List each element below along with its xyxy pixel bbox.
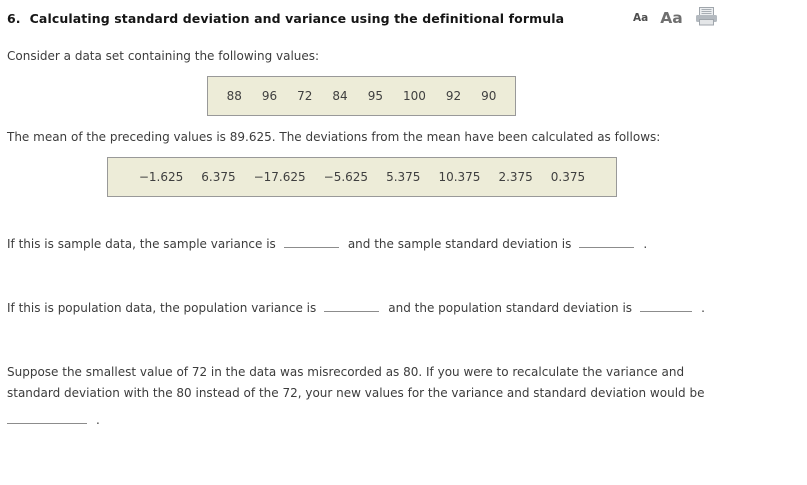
print-button[interactable] (695, 6, 718, 30)
recalc-question-period: . (96, 413, 100, 427)
printer-icon (695, 6, 718, 30)
font-size-large-button[interactable]: Aa (660, 9, 683, 27)
deviation-cell: 2.375 (498, 170, 533, 184)
value-cell: 100 (402, 89, 426, 103)
intro-text: Consider a data set containing the follo… (7, 49, 320, 63)
population-stddev-blank[interactable] (640, 299, 693, 312)
value-cell: 96 (261, 89, 278, 103)
values-box: 88 96 72 84 95 100 92 90 (207, 76, 516, 116)
population-question-part2: and the population standard deviation is (388, 301, 633, 315)
display-controls: Aa Aa (633, 6, 718, 30)
sample-question-part1: If this is sample data, the sample varia… (7, 237, 276, 251)
question-number: 6. (7, 11, 21, 26)
page-title: 6. Calculating standard deviation and var… (7, 11, 564, 26)
deviation-cell: 10.375 (438, 170, 481, 184)
recalc-answer-line: . (7, 410, 719, 431)
deviation-cell: 5.375 (386, 170, 421, 184)
font-size-small-button[interactable]: Aa (633, 12, 649, 24)
deviation-cell: 0.375 (550, 170, 586, 184)
deviation-cell: −17.625 (253, 170, 306, 184)
question-title: Calculating standard deviation and varia… (29, 11, 565, 26)
recalc-question: Suppose the smallest value of 72 in the … (7, 362, 719, 431)
sample-question-period: . (643, 237, 648, 251)
deviations-box: −1.625 6.375 −17.625 −5.625 5.375 10.375 2.375… (107, 157, 617, 197)
value-cell: 88 (226, 89, 242, 103)
population-variance-blank[interactable] (324, 299, 380, 312)
value-cell: 84 (332, 89, 348, 103)
value-cell: 92 (445, 89, 462, 103)
sample-question-part2: and the sample standard deviation is (347, 237, 572, 251)
deviation-cell: 6.375 (201, 170, 236, 184)
population-question-part1: If this is population data, the populati… (7, 301, 317, 315)
recalc-answer-blank[interactable] (7, 411, 87, 424)
sample-stddev-blank[interactable] (579, 235, 635, 248)
deviation-cell: −1.625 (138, 170, 184, 184)
sample-variance-blank[interactable] (283, 235, 339, 248)
deviation-cell: −5.625 (323, 170, 369, 184)
value-cell: 72 (297, 89, 313, 103)
population-question-period: . (701, 301, 705, 315)
sample-question: If this is sample data, the sample varia… (7, 235, 647, 252)
mean-text: The mean of the preceding values is 89.6… (7, 130, 661, 144)
value-cell: 95 (367, 89, 383, 103)
population-question: If this is population data, the populati… (7, 299, 705, 316)
value-cell: 90 (481, 89, 497, 103)
recalc-question-text: Suppose the smallest value of 72 in the … (7, 365, 705, 400)
